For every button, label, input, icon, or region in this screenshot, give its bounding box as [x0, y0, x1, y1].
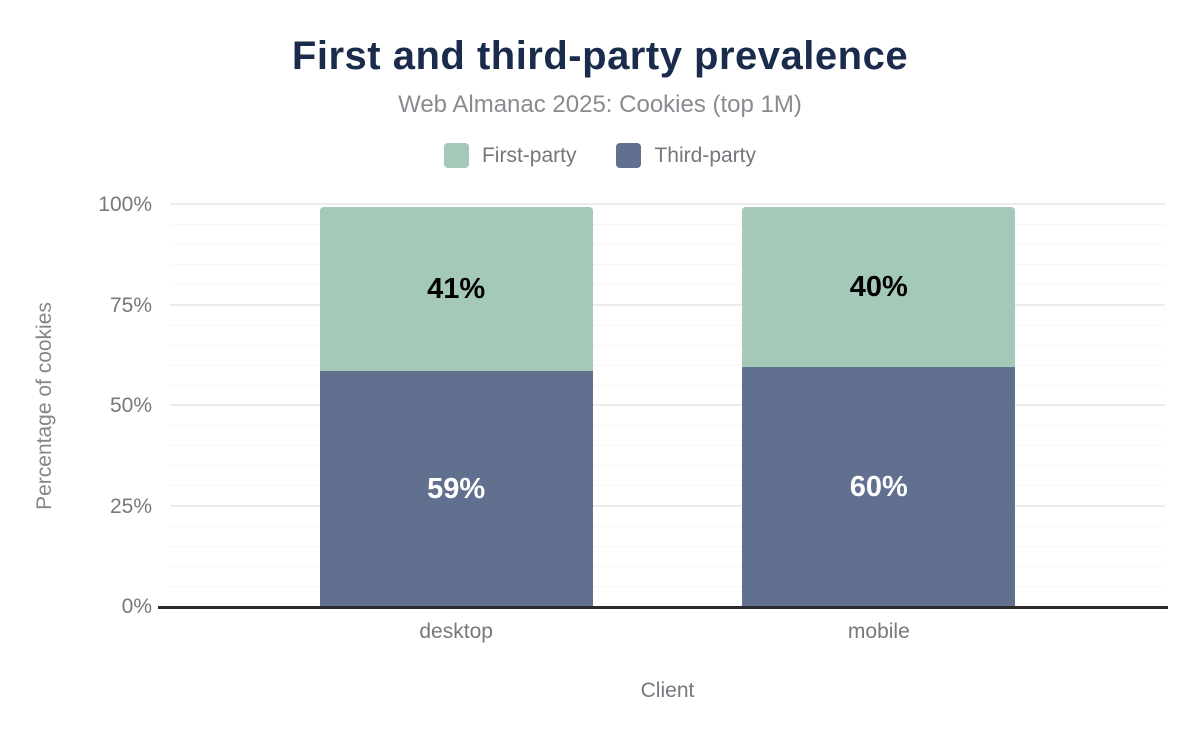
gridline-minor [170, 384, 1165, 386]
bar-segment-desktop-first-party: 41% [319, 207, 593, 372]
gridline-minor [170, 284, 1165, 286]
y-axis-title: Percentage of cookies [33, 302, 56, 510]
gridline-minor [170, 485, 1165, 487]
chart-subtitle: Web Almanac 2025: Cookies (top 1M) [398, 91, 802, 118]
bar-segment-mobile-first-party: 40% [742, 207, 1016, 368]
plot-area: 59% 41% 60% 40% [158, 203, 1168, 609]
legend-item-third-party: Third-party [616, 143, 756, 168]
data-label: 60% [849, 470, 908, 503]
gridline-major [170, 504, 1165, 507]
x-tick-label-mobile: mobile [847, 620, 910, 643]
data-label: 41% [427, 272, 486, 305]
gridline-minor [170, 264, 1165, 266]
gridline-minor [170, 445, 1165, 447]
first-party-swatch-icon [443, 143, 469, 168]
x-tick-label-desktop: desktop [419, 620, 493, 643]
x-axis-title: Client [640, 679, 695, 702]
data-label: 40% [849, 270, 908, 303]
gridline-minor [170, 425, 1165, 427]
chart-title: First and third-party prevalence [291, 34, 909, 78]
y-tick-label: 50% [109, 394, 152, 417]
gridline-minor [170, 344, 1165, 346]
y-tick-label: 0% [121, 595, 152, 618]
gridline-major [170, 404, 1165, 406]
y-tick-label: 100% [98, 193, 152, 216]
bar-segment-desktop-third-party: 59% [319, 371, 593, 607]
third-party-swatch-icon [616, 143, 642, 168]
gridline-minor [170, 585, 1165, 587]
gridline-minor [170, 244, 1165, 246]
legend-item-first-party: First-party [443, 143, 577, 168]
y-tick-label: 25% [109, 494, 152, 518]
legend-label-first-party: First-party [481, 143, 577, 167]
gridline-minor [170, 545, 1165, 547]
y-tick-label: 75% [109, 293, 152, 317]
gridline-minor [170, 525, 1165, 527]
gridline-major [170, 203, 1165, 205]
legend: First-party Third-party [0, 143, 1200, 168]
legend-label-third-party: Third-party [654, 143, 757, 167]
gridline-minor [170, 324, 1165, 326]
bar-segment-mobile-third-party: 60% [742, 367, 1016, 607]
gridline-minor [170, 465, 1165, 467]
x-axis-line [158, 606, 1168, 609]
gridline-minor [170, 364, 1165, 366]
data-label: 59% [427, 472, 486, 505]
gridline-major [170, 303, 1165, 306]
gridline-minor [170, 565, 1165, 567]
gridline-minor [170, 224, 1165, 226]
